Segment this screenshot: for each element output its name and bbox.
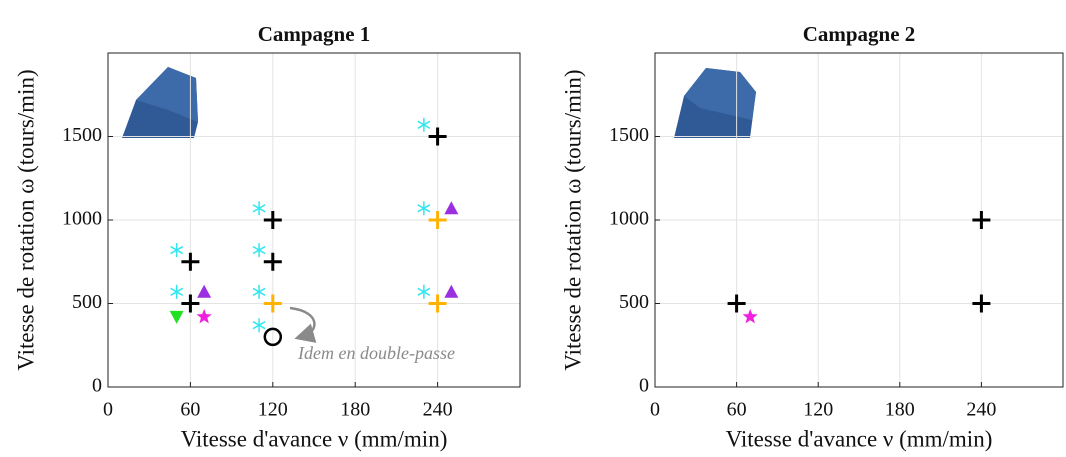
asterisk-stroke [252, 321, 266, 330]
marker [417, 117, 431, 132]
x-tick-label: 60 [727, 399, 747, 421]
asterisk-stroke [252, 245, 266, 255]
x-tick-label: 0 [103, 399, 113, 421]
asterisk-stroke [252, 287, 266, 296]
marker [263, 327, 283, 347]
chart-title: Campagne 1 [258, 22, 371, 46]
annotation-arrow [289, 306, 317, 343]
plot-frame [107, 52, 521, 388]
marker [181, 294, 200, 313]
x-tick-label: 60 [180, 399, 200, 421]
asterisk-stroke [170, 287, 184, 296]
circle [263, 327, 283, 347]
annotation: Idem en double-passe [297, 343, 455, 363]
x-tick-label: 240 [423, 399, 453, 421]
y-axis-label: Vitesse de rotation ω (tours/min) [560, 69, 585, 370]
x-tick-label: 120 [258, 399, 288, 421]
y-tick-label: 1000 [62, 208, 102, 230]
tool-image [122, 67, 198, 138]
asterisk-stroke [417, 204, 431, 213]
marker [169, 310, 184, 324]
marker [428, 211, 447, 229]
marker [727, 294, 746, 313]
y-tick-label: 0 [92, 375, 102, 397]
chart-title: Campagne 2 [803, 22, 916, 46]
marker [252, 284, 266, 299]
marker [428, 294, 447, 313]
asterisk-stroke [417, 120, 431, 129]
asterisk-stroke [252, 204, 266, 213]
plot-frame [654, 52, 1064, 388]
x-tick-label: 240 [966, 399, 996, 421]
triangle [444, 284, 459, 298]
marker [197, 284, 212, 298]
x-tick-label: 0 [650, 399, 660, 421]
marker [252, 201, 266, 216]
x-axis-label: Vitesse d'avance ν (mm/min) [726, 426, 993, 451]
marker [181, 252, 200, 271]
x-axis-label: Vitesse d'avance ν (mm/min) [181, 426, 448, 451]
x-tick-label: 120 [803, 399, 833, 421]
y-axis-label: Vitesse de rotation ω (tours/min) [13, 69, 38, 370]
y-tick-label: 1500 [609, 124, 649, 146]
marker [170, 243, 184, 258]
marker [972, 294, 991, 313]
y-tick-label: 500 [72, 291, 102, 313]
asterisk-stroke [417, 287, 431, 296]
y-tick-label: 500 [619, 291, 649, 313]
marker [417, 201, 431, 216]
marker [428, 127, 447, 146]
marker [972, 211, 991, 229]
marker [263, 294, 282, 313]
triangle [444, 201, 459, 215]
marker [252, 318, 266, 333]
marker [444, 201, 459, 215]
tool-image [674, 68, 756, 138]
marker [263, 211, 282, 229]
marker [444, 284, 459, 298]
asterisk-stroke [170, 245, 184, 255]
x-tick-label: 180 [885, 399, 915, 421]
y-tick-label: 1500 [62, 124, 102, 146]
marker [252, 243, 266, 258]
marker [417, 284, 431, 299]
triangle [169, 310, 184, 324]
y-tick-label: 1000 [609, 208, 649, 230]
marker [742, 308, 758, 324]
marker [263, 252, 282, 271]
triangle [197, 284, 212, 298]
x-tick-label: 180 [340, 399, 370, 421]
marker [170, 284, 184, 299]
star [742, 308, 758, 324]
marker [196, 308, 212, 324]
star [196, 308, 212, 324]
y-tick-label: 0 [639, 375, 649, 397]
